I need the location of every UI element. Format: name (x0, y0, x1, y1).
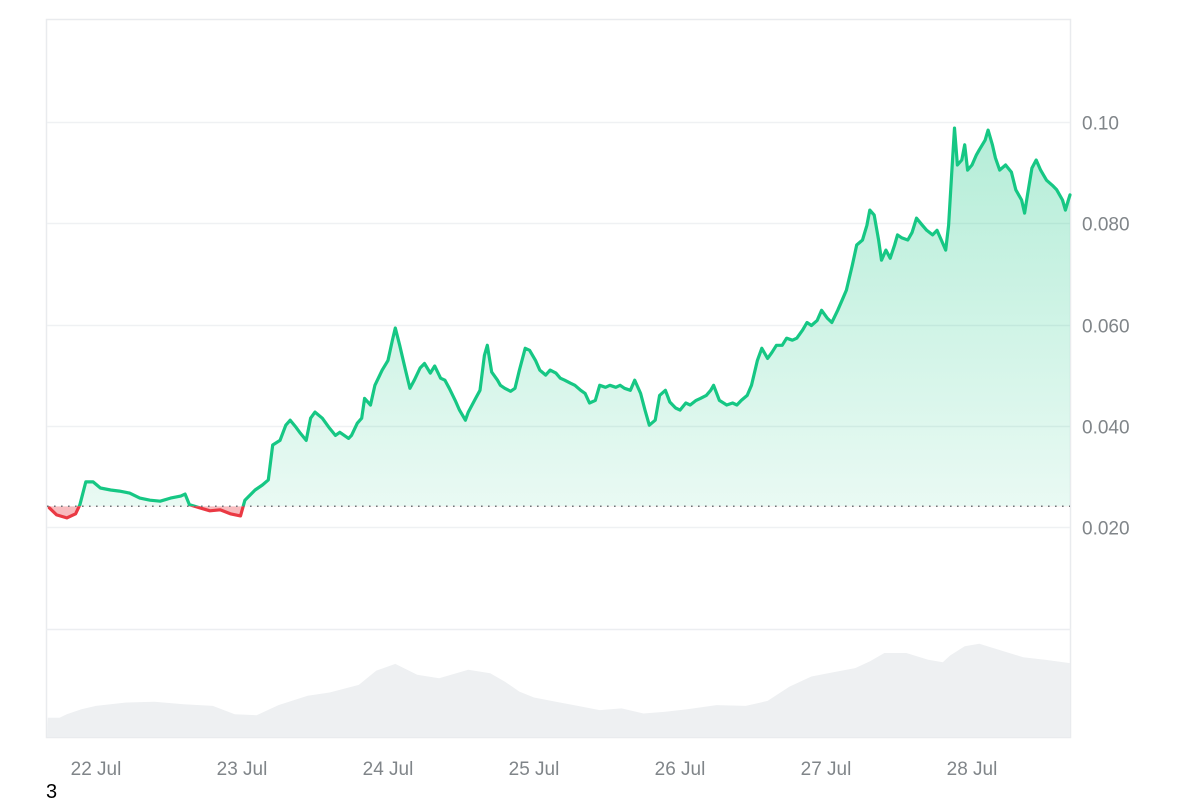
y-tick-label: 0.080 (1082, 215, 1130, 236)
x-tick-label: 26 Jul (655, 759, 706, 780)
volume-area (47, 643, 1070, 737)
x-axis: 22 Jul 23 Jul 24 Jul 25 Jul 26 Jul 27 Jul 28 J… (71, 759, 998, 780)
y-tick-label: 0.020 (1082, 519, 1130, 540)
x-tick-label: 24 Jul (363, 759, 414, 780)
chart-frame (45, 18, 1072, 739)
y-tick-label: 0.060 (1082, 317, 1130, 338)
x-tick-label: 22 Jul (71, 759, 122, 780)
stray-page-number: 3 (46, 781, 58, 803)
price-line-up (48, 126, 1072, 507)
y-tick-label: 0.10 (1082, 114, 1119, 135)
x-tick-label: 23 Jul (217, 759, 268, 780)
price-series (47, 126, 1072, 520)
volume-area-path (47, 643, 1070, 737)
x-tick-label: 25 Jul (509, 759, 560, 780)
x-tick-label: 28 Jul (947, 759, 998, 780)
y-tick-label: 0.040 (1082, 418, 1130, 439)
price-area-up (79, 128, 1070, 507)
x-tick-label: 27 Jul (801, 759, 852, 780)
y-axis: 0.10 0.080 0.060 0.040 0.020 (1082, 114, 1130, 540)
